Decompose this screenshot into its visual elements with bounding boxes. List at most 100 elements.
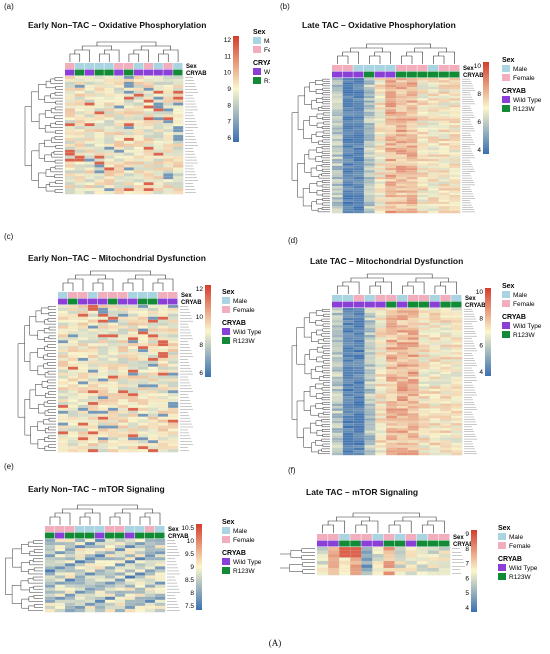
legend-male-label: Male <box>264 38 270 45</box>
cryab-annotation-cell <box>58 298 68 305</box>
legend-cryab-title: CRYAB <box>502 88 526 95</box>
sex-annotation-cell <box>168 292 178 298</box>
legend-male-swatch <box>498 533 506 540</box>
cryab-annotation-cell <box>328 540 339 547</box>
legend-wild-type-label: Wild Type <box>513 323 542 330</box>
legend-sex-title: Sex <box>502 57 515 64</box>
legend-female-swatch <box>222 306 230 313</box>
legend-r123w-label: R123W <box>264 78 270 85</box>
panel-title-e: Early Non–TAC – mTOR Signaling <box>28 484 165 494</box>
sex-annotation-cell <box>350 534 361 540</box>
cryab-annotation-cell <box>342 71 353 78</box>
legend-male-swatch <box>253 37 261 44</box>
legend-sex-title: Sex <box>222 289 235 296</box>
cryab-annotation-cell <box>449 71 460 78</box>
legend-r123w-label: R123W <box>513 332 536 339</box>
sex-annotation-cell <box>115 526 125 532</box>
cryab-annotation-cell <box>451 301 462 308</box>
cryab-annotation-cell <box>372 540 383 547</box>
sex-annotation-cell <box>332 295 343 301</box>
scale-tick-label: 12 <box>224 37 232 44</box>
legend-cryab-title: CRYAB <box>253 60 270 67</box>
cryab-annotation-cell <box>383 540 395 547</box>
color-scale-bar <box>233 36 239 142</box>
sex-annotation-cell <box>125 526 135 532</box>
cryab-annotation-cell <box>145 532 155 539</box>
scale-tick-label: 5 <box>465 590 469 597</box>
cryab-annotation-cell <box>95 532 105 539</box>
panel-label-c: (c) <box>4 232 14 241</box>
cryab-annotation-cell <box>375 301 386 308</box>
heatmap-cells <box>64 75 184 195</box>
legend-male-label: Male <box>513 292 527 299</box>
sex-annotation-cell <box>332 65 343 71</box>
legend-male-label: Male <box>509 534 523 541</box>
sex-annotation-cell <box>163 63 173 69</box>
legend-sex-title: Sex <box>498 525 511 532</box>
legend-male-swatch <box>222 297 230 304</box>
scale-tick-label: 6 <box>477 119 481 126</box>
sex-annotation-cell <box>118 292 128 298</box>
panel-title-d: Late TAC – Mitochondrial Dysfunction <box>310 256 464 266</box>
heatmap-a: SexCRYAB1211109876SexMaleFemaleCRYABWild… <box>24 29 270 195</box>
cryab-annotation-cell <box>385 71 396 78</box>
legend-r123w-swatch <box>222 337 230 344</box>
sex-annotation-cell <box>114 63 124 69</box>
cryab-annotation-cell <box>364 301 375 308</box>
cryab-annotation-cell <box>332 301 343 308</box>
panel-title-a: Early Non–TAC – Oxidative Phosphorylatio… <box>28 20 207 30</box>
heatmap-e: SexCRYAB10.5109.598.587.5SexMaleFemaleCR… <box>5 504 262 613</box>
scale-tick-label: 8.5 <box>185 577 194 584</box>
legend-wild-type-label: Wild Type <box>264 69 270 76</box>
scale-tick-label: 6 <box>199 370 203 377</box>
cryab-annotation-cell <box>84 69 94 76</box>
cryab-annotation-cell <box>115 532 125 539</box>
sex-annotation-cell <box>428 65 439 71</box>
cryab-row-label: CRYAB <box>463 73 484 79</box>
sex-annotation-cell <box>364 295 375 301</box>
cryab-row-label: CRYAB <box>168 534 189 540</box>
panel-title-c: Early Non–TAC – Mitochondrial Dysfunctio… <box>28 253 206 263</box>
panel-c: (c) Early Non–TAC – Mitochondrial Dysfun… <box>0 228 270 463</box>
sex-annotation-cell <box>328 534 339 540</box>
scale-tick-label: 4 <box>477 147 481 154</box>
cryab-annotation-cell <box>104 69 114 76</box>
legend-male-swatch <box>222 527 230 534</box>
sex-annotation-cell <box>375 295 386 301</box>
color-scale-bar <box>483 62 489 154</box>
sex-annotation-cell <box>374 65 385 71</box>
cryab-annotation-cell <box>55 532 65 539</box>
sex-annotation-cell <box>158 292 168 298</box>
legend-cryab-title: CRYAB <box>222 320 246 327</box>
sex-annotation-cell <box>108 292 118 298</box>
legend-female-label: Female <box>513 301 535 308</box>
sex-annotation-cell <box>372 534 383 540</box>
cryab-row-label: CRYAB <box>453 542 474 548</box>
heatmap-cells <box>57 304 179 453</box>
heatmap-cells <box>316 546 451 576</box>
sex-annotation-cell <box>339 534 350 540</box>
sex-row-label: Sex <box>463 66 474 72</box>
legend-wild-type-swatch <box>222 328 230 335</box>
cryab-annotation-cell <box>148 298 158 305</box>
scale-tick-label: 8 <box>477 91 481 98</box>
scale-tick-label: 6 <box>465 575 469 582</box>
panel-label-e: (e) <box>4 462 14 471</box>
sex-annotation-cell <box>128 292 138 298</box>
legend-male-swatch <box>502 65 510 72</box>
cryab-annotation-cell <box>108 298 118 305</box>
cryab-annotation-cell <box>332 71 343 78</box>
scale-tick-label: 8 <box>465 546 469 553</box>
cryab-annotation-cell <box>163 69 173 76</box>
panel-b: (b) Late TAC – Oxidative Phosphorylation… <box>280 0 550 220</box>
cryab-annotation-cell <box>429 301 440 308</box>
cryab-annotation-cell <box>405 540 417 547</box>
cryab-annotation-cell <box>168 298 178 305</box>
scale-tick-label: 10 <box>224 70 232 77</box>
cryab-annotation-cell <box>94 69 104 76</box>
panel-label-d: (d) <box>288 236 298 245</box>
sex-annotation-cell <box>418 295 429 301</box>
panel-title-b: Late TAC – Oxidative Phosphorylation <box>302 20 456 30</box>
legend-r123w-swatch <box>222 567 230 574</box>
sex-annotation-cell <box>153 63 163 69</box>
